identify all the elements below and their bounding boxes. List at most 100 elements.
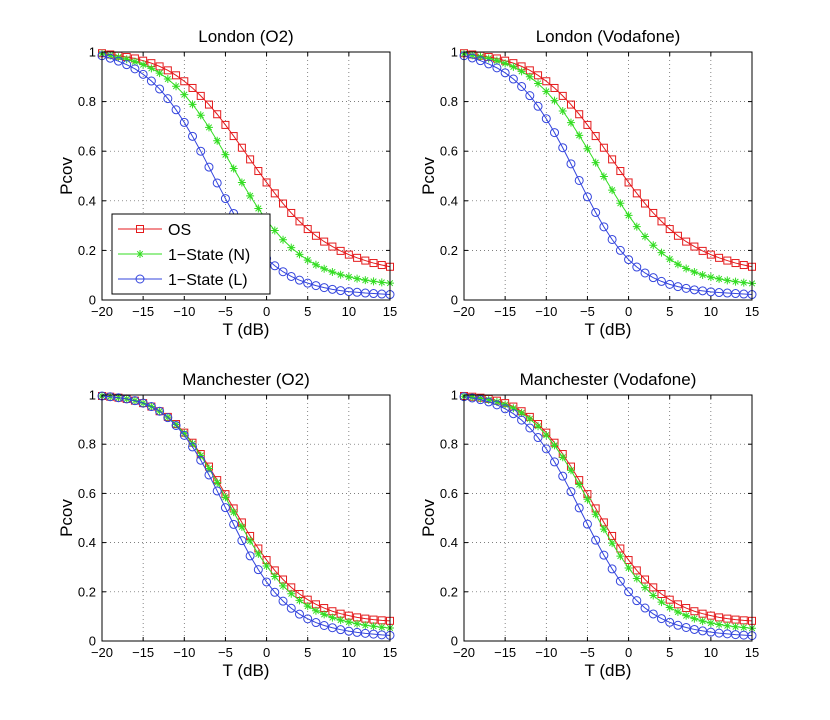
series-line: [463, 396, 753, 637]
data-point: [286, 271, 296, 281]
data-point: [246, 191, 255, 200]
plot-area: [102, 395, 390, 641]
data-point: [591, 535, 601, 545]
data-point: [698, 270, 707, 279]
data-point: [122, 55, 131, 64]
data-point: [237, 143, 246, 152]
data-point: [130, 396, 140, 406]
data-point: [377, 261, 386, 270]
data-point: [508, 74, 518, 84]
y-tick-label: 1: [89, 45, 96, 60]
data-point: [673, 260, 682, 269]
data-point: [294, 275, 304, 285]
x-tick-label: 0: [263, 645, 270, 660]
data-point: [287, 589, 296, 598]
data-point: [706, 619, 715, 628]
data-point: [682, 264, 691, 273]
data-point: [575, 480, 584, 489]
data-point: [328, 267, 337, 276]
x-tick-label: 15: [745, 304, 759, 319]
x-tick-label: −10: [535, 645, 557, 660]
y-tick-label: 1: [89, 388, 96, 403]
data-point: [229, 519, 239, 529]
legend-item-1-state-l: 1−State (L): [118, 272, 248, 289]
data-point: [566, 118, 575, 127]
data-point: [591, 158, 600, 167]
data-point: [320, 264, 329, 273]
x-axis-label: T (dB): [585, 320, 632, 339]
y-tick-label: 0.8: [440, 94, 458, 109]
data-point: [369, 622, 378, 631]
data-point: [468, 51, 477, 60]
data-point: [599, 143, 608, 152]
data-point: [180, 90, 189, 99]
data-point: [641, 232, 650, 241]
data-point: [517, 408, 526, 417]
data-point: [492, 400, 502, 410]
x-tick-label: 10: [342, 304, 356, 319]
data-point: [246, 536, 255, 545]
data-point: [566, 466, 575, 475]
data-point: [221, 150, 230, 159]
data-point: [196, 451, 205, 460]
data-point: [229, 164, 238, 173]
data-point: [220, 194, 230, 204]
x-tick-label: −10: [173, 304, 195, 319]
data-point: [237, 522, 246, 531]
legend-label: 1−State (N): [168, 247, 250, 264]
y-axis-label: Pcov: [419, 157, 438, 195]
data-point: [369, 277, 378, 286]
data-point: [303, 602, 312, 611]
data-point: [706, 250, 715, 259]
data-point: [130, 64, 140, 74]
data-point: [180, 77, 189, 86]
data-point: [566, 100, 575, 109]
data-point: [163, 94, 173, 104]
y-tick-label: 0.8: [78, 94, 96, 109]
data-point: [476, 394, 485, 403]
data-point: [690, 614, 699, 623]
data-point: [715, 253, 724, 262]
data-point: [130, 57, 139, 66]
x-tick-label: −15: [494, 645, 516, 660]
data-point: [319, 621, 329, 631]
data-point: [213, 110, 222, 119]
series-line: [463, 55, 753, 296]
data-point: [624, 563, 633, 572]
data-point: [632, 189, 641, 198]
data-point: [279, 581, 288, 590]
data-point: [534, 422, 543, 431]
data-point: [673, 282, 683, 292]
chart-manchester-vodafone: −20 −15 −10 −5 0 5 10 15 0 0.2 0.4 0.6 0.8 1 Mancheste…: [419, 370, 759, 680]
data-point: [665, 255, 674, 264]
x-tick-label: −5: [580, 304, 595, 319]
data-point: [180, 429, 189, 438]
x-tick-label: −10: [173, 645, 195, 660]
x-tick-label: 0: [625, 645, 632, 660]
data-point: [467, 393, 477, 403]
data-point: [582, 519, 592, 529]
legend-marker: [136, 250, 144, 258]
data-point: [492, 397, 501, 406]
data-point: [213, 136, 222, 145]
data-point: [665, 279, 675, 289]
legend-label: 1−State (L): [168, 272, 248, 289]
x-tick-label: 15: [383, 304, 397, 319]
data-point: [295, 250, 304, 259]
data-point: [254, 204, 263, 213]
data-point: [328, 613, 337, 622]
data-point: [146, 402, 156, 412]
data-point: [682, 604, 691, 613]
data-point: [492, 56, 501, 65]
data-point: [138, 398, 148, 408]
data-point: [196, 146, 206, 156]
data-point: [731, 259, 740, 268]
legend-marker: [136, 225, 144, 233]
data-point: [484, 395, 493, 404]
data-point: [541, 444, 551, 454]
x-tick-label: −5: [580, 645, 595, 660]
data-point: [320, 237, 329, 246]
data-point: [270, 587, 280, 597]
data-point: [715, 274, 724, 283]
y-tick-label: 0: [89, 634, 96, 649]
